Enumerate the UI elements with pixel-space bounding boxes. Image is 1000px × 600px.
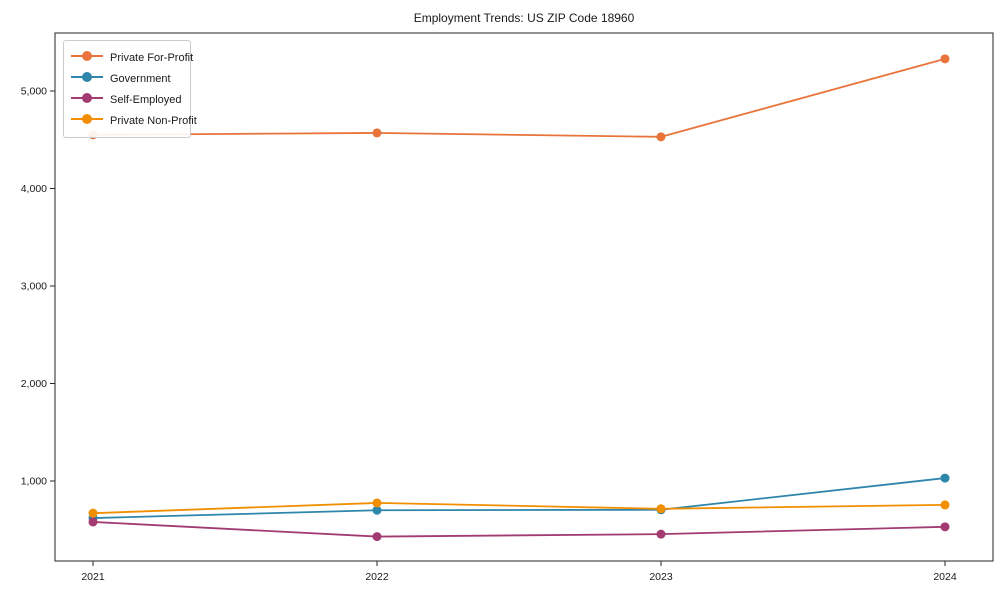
y-tick-label: 3,000: [21, 281, 47, 293]
series-line: [92, 57, 946, 138]
legend-line-marker-icon: [71, 70, 103, 88]
series-marker: [88, 517, 98, 527]
series-marker: [372, 498, 382, 508]
series-marker: [940, 522, 950, 532]
legend-item: Self-Employed: [71, 89, 182, 110]
legend-item-label: Government: [110, 72, 171, 85]
series-line: [92, 502, 946, 515]
series-marker: [940, 473, 950, 483]
legend-line-marker-icon: [71, 91, 103, 109]
x-tick-label: 2021: [81, 571, 105, 583]
legend-item: Private Non-Profit: [71, 110, 197, 131]
series-line: [92, 477, 946, 519]
chart-title: Employment Trends: US ZIP Code 18960: [413, 11, 635, 25]
plot-border: [54, 32, 994, 562]
legend: Private For-Profit Government Self-Emplo…: [63, 40, 197, 138]
legend-item-label: Private For-Profit: [110, 51, 194, 64]
legend-item: Private For-Profit: [71, 47, 193, 68]
x-tick-label: 2024: [933, 571, 957, 583]
legend-item-label: Self-Employed: [110, 93, 182, 106]
legend-line-marker-icon: [71, 112, 103, 130]
y-tick-label: 5,000: [21, 86, 47, 98]
y-tick-label: 4,000: [21, 183, 47, 195]
legend-line-marker-icon: [71, 49, 103, 67]
y-tick-label: 1,000: [21, 476, 47, 488]
series-line: [92, 521, 946, 538]
series-marker: [372, 128, 382, 138]
series-marker: [372, 505, 382, 515]
series-marker: [940, 54, 950, 64]
y-tick-label: 2,000: [21, 378, 47, 390]
series-marker: [656, 132, 666, 142]
x-tick-label: 2022: [365, 571, 389, 583]
legend-item: Government: [71, 68, 182, 89]
series-marker: [940, 500, 950, 510]
series-marker: [656, 504, 666, 514]
series-marker: [88, 508, 98, 518]
x-tick-label: 2023: [649, 571, 673, 583]
legend-item-label: Private Non-Profit: [110, 114, 197, 127]
series-marker: [372, 532, 382, 542]
series-marker: [656, 529, 666, 539]
